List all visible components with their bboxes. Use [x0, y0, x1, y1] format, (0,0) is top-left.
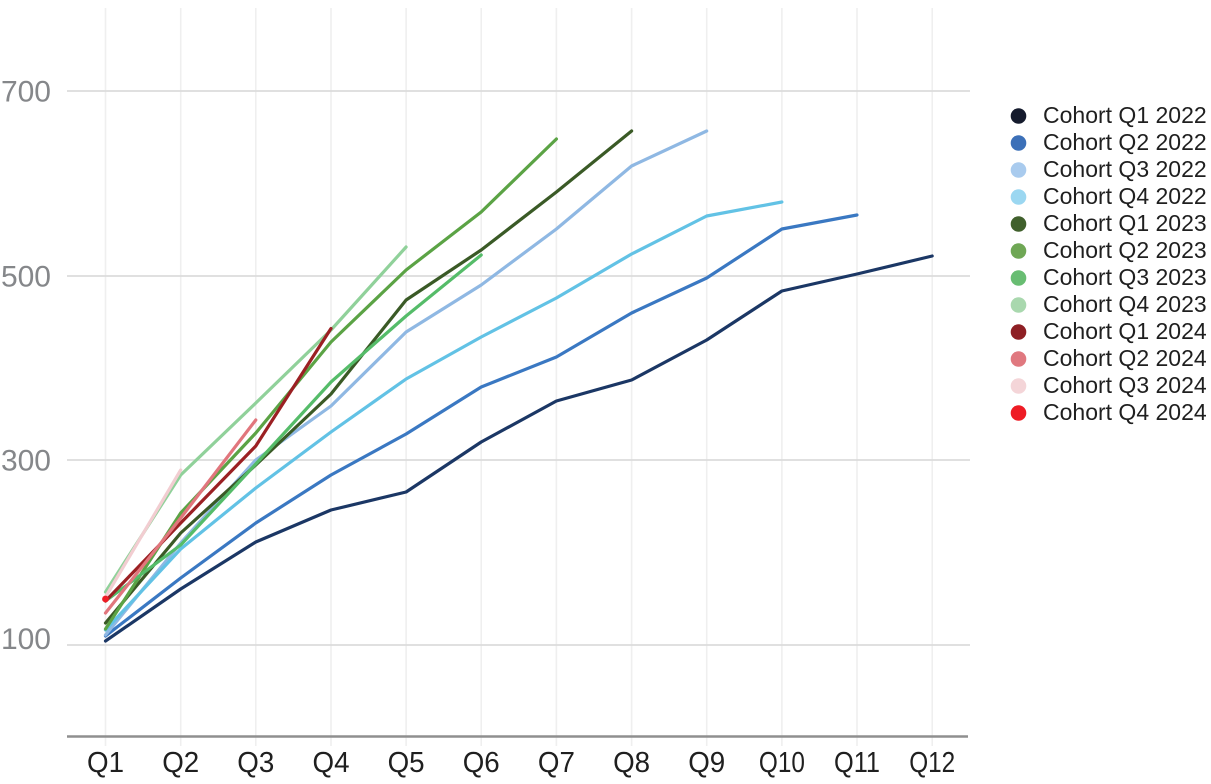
svg-text:Cohort Q4 2024: Cohort Q4 2024	[1043, 399, 1207, 425]
svg-text:Q9: Q9	[688, 747, 725, 779]
svg-text:Cohort Q3 2024: Cohort Q3 2024	[1043, 372, 1207, 398]
svg-text:100: 100	[1, 623, 51, 656]
svg-text:Q4: Q4	[313, 747, 350, 779]
svg-text:Q3: Q3	[237, 747, 274, 779]
svg-text:Q12: Q12	[909, 747, 955, 779]
svg-text:700: 700	[1, 76, 51, 109]
svg-text:Q6: Q6	[463, 747, 500, 779]
svg-text:Cohort Q2 2024: Cohort Q2 2024	[1043, 345, 1207, 371]
svg-text:Q10: Q10	[759, 747, 805, 779]
svg-text:Q8: Q8	[613, 747, 650, 779]
svg-text:Q5: Q5	[388, 747, 425, 779]
svg-text:Cohort Q2 2022: Cohort Q2 2022	[1043, 129, 1207, 155]
svg-text:Cohort Q4 2022: Cohort Q4 2022	[1043, 183, 1207, 209]
svg-text:Cohort Q1 2023: Cohort Q1 2023	[1043, 210, 1207, 236]
svg-text:Cohort Q3 2023: Cohort Q3 2023	[1043, 264, 1207, 290]
svg-text:300: 300	[1, 445, 51, 478]
svg-text:Q2: Q2	[162, 747, 199, 779]
svg-text:Cohort Q2 2023: Cohort Q2 2023	[1043, 237, 1207, 263]
svg-text:Q11: Q11	[834, 747, 880, 779]
svg-text:Q1: Q1	[87, 747, 124, 779]
svg-text:Cohort Q1 2024: Cohort Q1 2024	[1043, 318, 1207, 344]
svg-text:Cohort Q3 2022: Cohort Q3 2022	[1043, 156, 1207, 182]
svg-text:Cohort Q1 2022: Cohort Q1 2022	[1043, 102, 1207, 128]
svg-text:500: 500	[1, 261, 51, 294]
svg-text:Q7: Q7	[538, 747, 575, 779]
svg-text:Cohort Q4 2023: Cohort Q4 2023	[1043, 291, 1207, 317]
